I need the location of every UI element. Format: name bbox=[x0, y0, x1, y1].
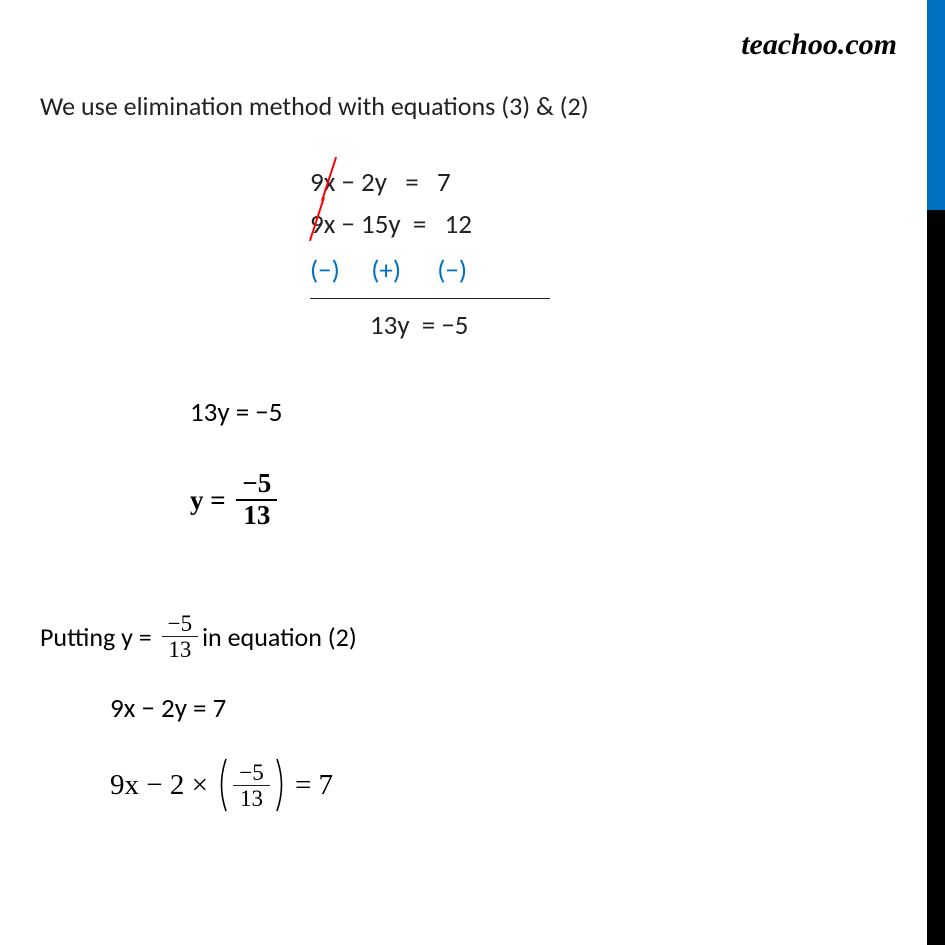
elim-result-lhs: 13y bbox=[370, 309, 410, 342]
elim-row2-rhs: 12 bbox=[445, 208, 472, 241]
elim-row2-lhs: 9x − 15y bbox=[310, 208, 401, 241]
left-paren-icon bbox=[215, 757, 229, 813]
elim-row-2: 9x − 15y = 12 bbox=[310, 204, 650, 246]
accent-bar-black bbox=[927, 210, 945, 945]
eq2-frac-num: −5 bbox=[233, 760, 269, 785]
intro-text: We use elimination method with equations… bbox=[40, 90, 905, 122]
putting-pre: Putting y = bbox=[40, 621, 152, 653]
substitute-eq-2: 9x − 2 × −5 13 = 7 bbox=[110, 757, 905, 813]
elimination-work: 9x − 2y = 7 9x − 15y = 12 (−) (+) (−) 13… bbox=[310, 162, 650, 346]
y-equals-label: y = bbox=[190, 485, 226, 516]
y-frac-num: −5 bbox=[236, 469, 277, 499]
putting-frac-den: 13 bbox=[162, 637, 197, 662]
elim-row1-rhs: 7 bbox=[437, 166, 451, 199]
y-frac-den: 13 bbox=[237, 501, 276, 531]
substitute-eq-1: 9x − 2y = 7 bbox=[110, 692, 905, 725]
elim-sign2: (+) bbox=[356, 250, 416, 292]
putting-frac-num: −5 bbox=[162, 611, 198, 636]
elim-row-1: 9x − 2y = 7 bbox=[310, 162, 451, 204]
eq2-post: = 7 bbox=[295, 769, 333, 802]
solve-y-step1: 13y = −5 bbox=[190, 396, 905, 429]
substitution-line: Putting y = −5 13 in equation (2) bbox=[40, 611, 905, 663]
solve-y-final: y = −5 13 bbox=[190, 469, 905, 530]
eq2-fraction: −5 13 bbox=[233, 760, 269, 812]
eq2-paren-group: −5 13 bbox=[215, 757, 287, 813]
elim-rule bbox=[310, 298, 550, 299]
eq2-frac-den: 13 bbox=[234, 786, 269, 811]
elim-sign3: (−) bbox=[422, 250, 482, 292]
elim-result-rhs: −5 bbox=[441, 309, 468, 342]
elim-row1-lhs: 9x − 2y bbox=[310, 166, 387, 199]
math-content: We use elimination method with equations… bbox=[40, 90, 905, 813]
elim-signs: (−) (+) (−) bbox=[310, 250, 650, 292]
y-fraction: −5 13 bbox=[236, 469, 277, 530]
putting-post: in equation (2) bbox=[202, 621, 357, 653]
elim-result: 13y = −5 bbox=[310, 305, 650, 347]
putting-fraction: −5 13 bbox=[162, 611, 198, 663]
brand-watermark: teachoo.com bbox=[741, 28, 897, 62]
eq2-pre: 9x − 2 × bbox=[110, 769, 208, 802]
accent-bar-blue bbox=[927, 0, 945, 210]
right-paren-icon bbox=[274, 757, 288, 813]
solve-y-block: 13y = −5 y = −5 13 bbox=[190, 396, 905, 530]
elim-sign1: (−) bbox=[310, 250, 350, 292]
